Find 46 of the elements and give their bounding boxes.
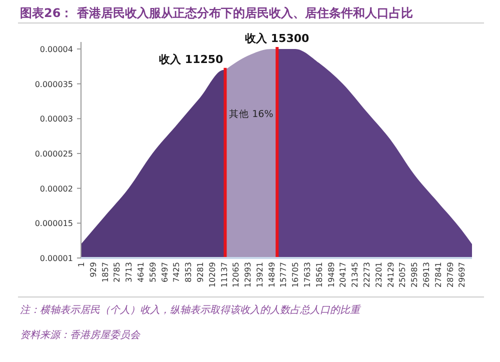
ref-line-label: 收入 15300 bbox=[245, 32, 310, 45]
annotation: 其他 16% bbox=[229, 108, 274, 120]
x-tick-label: 11137 bbox=[220, 262, 229, 288]
x-tick-label: 22273 bbox=[362, 262, 372, 288]
x-tick-label: 28769 bbox=[446, 262, 455, 288]
x-tick-label: 12065 bbox=[232, 262, 241, 288]
y-tick-label: 0.00001 bbox=[40, 254, 73, 263]
x-tick-label: 4641 bbox=[136, 262, 146, 282]
x-tick-label: 25985 bbox=[410, 262, 420, 288]
text: 注：横轴表示居民（个人）收入，纵轴表示取得该收入的人数占总人口的比重 bbox=[20, 304, 362, 316]
x-tick-label: 5569 bbox=[148, 262, 158, 282]
text: 资料来源：香港房屋委员会 bbox=[20, 329, 141, 341]
y-tick-label: 0.00002 bbox=[40, 184, 73, 194]
x-tick-label: 20417 bbox=[338, 262, 348, 288]
x-tick-label: 1 bbox=[77, 262, 86, 268]
x-tick-label: 24129 bbox=[386, 262, 396, 288]
x-tick-label: 23201 bbox=[374, 262, 384, 288]
x-tick-label: 8353 bbox=[184, 262, 194, 282]
x-tick-label: 15777 bbox=[279, 262, 288, 288]
ref-line-label: 收入 11250 bbox=[159, 52, 224, 66]
x-tick-label: 26913 bbox=[422, 262, 432, 288]
y-tick-label: 0.00003 bbox=[40, 114, 73, 124]
x-tick-label: 19489 bbox=[326, 262, 336, 288]
x-tick-label: 17633 bbox=[303, 262, 312, 288]
y-tick-label: 0.000035 bbox=[34, 80, 73, 89]
x-tick-label: 29697 bbox=[458, 262, 467, 288]
x-tick-label: 25057 bbox=[398, 262, 408, 288]
x-tick-label: 929 bbox=[88, 262, 98, 278]
x-tick-label: 21345 bbox=[350, 262, 360, 288]
x-tick-label: 9281 bbox=[196, 262, 205, 282]
x-tick-label: 7425 bbox=[172, 262, 182, 282]
x-tick-label: 18561 bbox=[314, 262, 324, 288]
x-tick-label: 27841 bbox=[434, 262, 443, 288]
x-tick-label: 1857 bbox=[100, 262, 110, 282]
y-tick-label: 0.000025 bbox=[34, 149, 73, 158]
x-tick-label: 13921 bbox=[255, 262, 264, 288]
y-tick-label: 0.00004 bbox=[40, 44, 73, 54]
x-tick-label: 6497 bbox=[160, 262, 170, 282]
x-tick-label: 12993 bbox=[244, 262, 253, 288]
x-tick-label: 16705 bbox=[291, 262, 300, 288]
y-tick-label: 0.000015 bbox=[34, 219, 73, 228]
chart-title: 图表26： 香港居民收入服从正态分布下的居民收入、居住条件和人口占比 bbox=[20, 6, 413, 20]
x-tick-label: 10209 bbox=[208, 262, 217, 288]
x-tick-label: 3713 bbox=[124, 262, 134, 282]
x-tick-label: 14849 bbox=[267, 262, 276, 288]
x-tick-label: 2785 bbox=[112, 262, 122, 282]
